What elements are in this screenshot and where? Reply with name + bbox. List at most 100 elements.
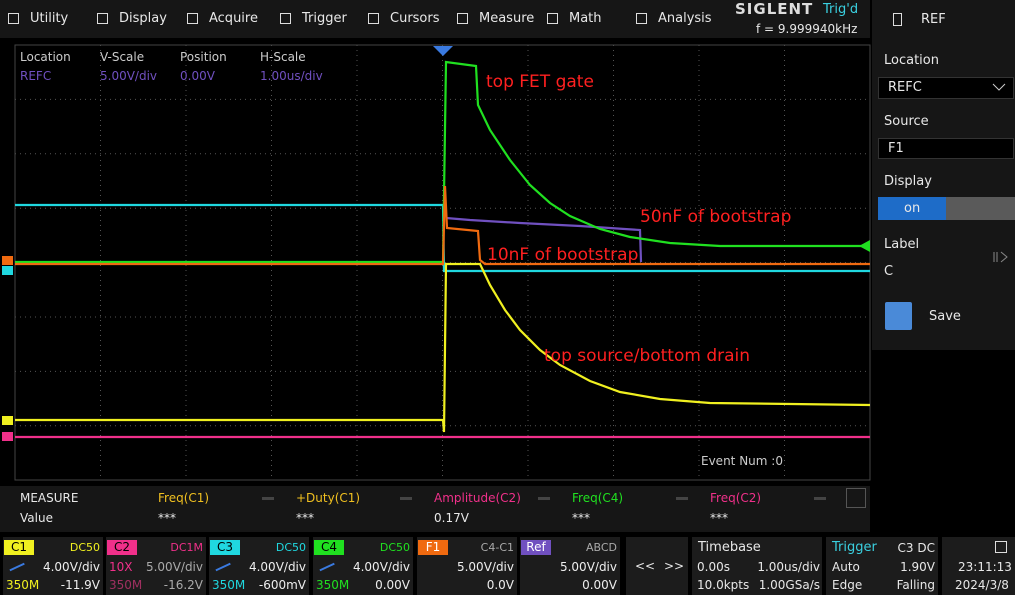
- source-box[interactable]: [878, 138, 1014, 159]
- timebase-rate: 1.00GSa/s: [758, 578, 820, 592]
- brand: SIGLENT: [735, 0, 814, 18]
- measure-title: MEASURE: [20, 491, 79, 505]
- display-toggle-off[interactable]: [946, 197, 1015, 220]
- label-value[interactable]: C: [884, 264, 894, 279]
- location-value: REFC: [888, 80, 922, 95]
- trigger-status: Trig'd: [823, 2, 859, 17]
- trigger-title: Trigger: [832, 540, 877, 555]
- channel-badge: C1: [4, 540, 34, 555]
- annotation: 50nF of bootstrap: [640, 207, 792, 227]
- info-header: V-Scale: [100, 50, 145, 64]
- timebase-box[interactable]: [692, 537, 822, 595]
- measure-value: ***: [710, 511, 728, 525]
- save-icon[interactable]: [885, 302, 912, 330]
- frequency: f = 9.999940kHz: [756, 22, 858, 36]
- display-toggle-on[interactable]: [878, 197, 946, 220]
- channel-offset: 0.00V: [375, 578, 410, 592]
- menu-icon: [547, 13, 558, 24]
- event-count: Event Num :0: [701, 454, 783, 468]
- close-button[interactable]: [846, 488, 866, 508]
- measure-handle: [538, 497, 550, 500]
- info-header: Position: [180, 50, 227, 64]
- clock-date: 2024/3/8: [955, 578, 1009, 592]
- display-value: on: [904, 201, 921, 216]
- c3-marker: [2, 266, 13, 275]
- menu-icon: [187, 13, 198, 24]
- trigger-slope: Falling: [896, 578, 935, 592]
- channel-offset: -600mV: [258, 578, 306, 592]
- nav-box: [626, 537, 688, 595]
- location-label: Location: [884, 53, 939, 68]
- keyboard-icon: [993, 251, 1008, 263]
- trace-c3: [15, 203, 870, 273]
- channel-mode: C4-C1: [480, 541, 514, 554]
- channel-scale: 5.00V/div: [145, 560, 203, 574]
- network-icon: [995, 541, 1007, 553]
- measure-name: Amplitude(C2): [434, 491, 521, 505]
- channel-mode: ABCD: [585, 541, 617, 554]
- channel-offset: -16.2V: [163, 578, 203, 592]
- clock-box: [942, 537, 1015, 595]
- info-value: REFC: [20, 69, 52, 83]
- measure-name: Freq(C1): [158, 491, 210, 505]
- timebase-title: Timebase: [698, 540, 761, 555]
- side-panel: [872, 0, 1015, 350]
- menu-item[interactable]: Trigger: [302, 11, 347, 26]
- annotation: top FET gate: [486, 72, 594, 92]
- c4-marker: [859, 240, 870, 252]
- trigger-box[interactable]: [826, 537, 938, 595]
- channel-badge: C2: [107, 540, 137, 555]
- timebase-points: 10.0kpts: [697, 578, 750, 592]
- menu-bar: [0, 0, 870, 38]
- info-value: 5.00V/div: [100, 69, 158, 83]
- menu-item[interactable]: Utility: [30, 11, 69, 26]
- channel-offset: -11.9V: [60, 578, 100, 592]
- measure-name: Freq(C2): [710, 491, 762, 505]
- channel-scale: 5.00V/div: [559, 560, 617, 574]
- annotation: 10nF of bootstrap: [487, 245, 639, 265]
- dropdown-arrow: [992, 83, 1006, 91]
- trigger-source: C3 DC: [897, 541, 935, 555]
- measure-value: ***: [158, 511, 176, 525]
- menu-icon: [636, 13, 647, 24]
- channel-probe: 10X: [109, 560, 133, 574]
- channel-bandwidth: 350M: [316, 578, 350, 592]
- channel-mode: DC1M: [170, 541, 203, 554]
- measure-handle: [262, 497, 274, 500]
- channel-mode: DC50: [379, 541, 410, 554]
- nav-left[interactable]: <<: [635, 559, 656, 573]
- menu-item[interactable]: Measure: [479, 11, 535, 26]
- info-header: Location: [20, 50, 71, 64]
- ref-icon: [893, 13, 902, 26]
- menu-item[interactable]: Analysis: [658, 11, 712, 26]
- menu-item[interactable]: Display: [119, 11, 167, 26]
- channel-bandwidth: 350M: [212, 578, 246, 592]
- source-value: F1: [888, 141, 904, 156]
- menu-icon: [97, 13, 108, 24]
- menu-item[interactable]: Cursors: [390, 11, 440, 26]
- label-label: Label: [884, 237, 920, 252]
- measure-value: 0.17V: [434, 511, 469, 525]
- menu-item[interactable]: Math: [569, 11, 602, 26]
- location-dropdown[interactable]: [878, 77, 1014, 99]
- channel-badge: C4: [314, 540, 344, 555]
- measure-handle: [400, 497, 412, 500]
- channel-offset: 0.0V: [486, 578, 514, 592]
- measure-value: ***: [296, 511, 314, 525]
- nav-right[interactable]: >>: [664, 559, 685, 573]
- channel-scale: 4.00V/div: [352, 560, 410, 574]
- panel-title: REF: [921, 12, 946, 27]
- menu-item[interactable]: Acquire: [209, 11, 258, 26]
- channel-offset: 0.00V: [582, 578, 617, 592]
- channel-scale: 5.00V/div: [456, 560, 514, 574]
- trace-c4: [15, 60, 865, 264]
- f1-marker: [2, 256, 13, 265]
- channel-scale: 4.00V/div: [42, 560, 100, 574]
- menu-icon: [457, 13, 468, 24]
- waveform-area: [2, 44, 871, 481]
- timebase-scale: 1.00us/div: [757, 560, 820, 574]
- trace-ref: [445, 216, 643, 263]
- save-label[interactable]: Save: [929, 309, 961, 324]
- channel-bandwidth: 350M: [6, 578, 40, 592]
